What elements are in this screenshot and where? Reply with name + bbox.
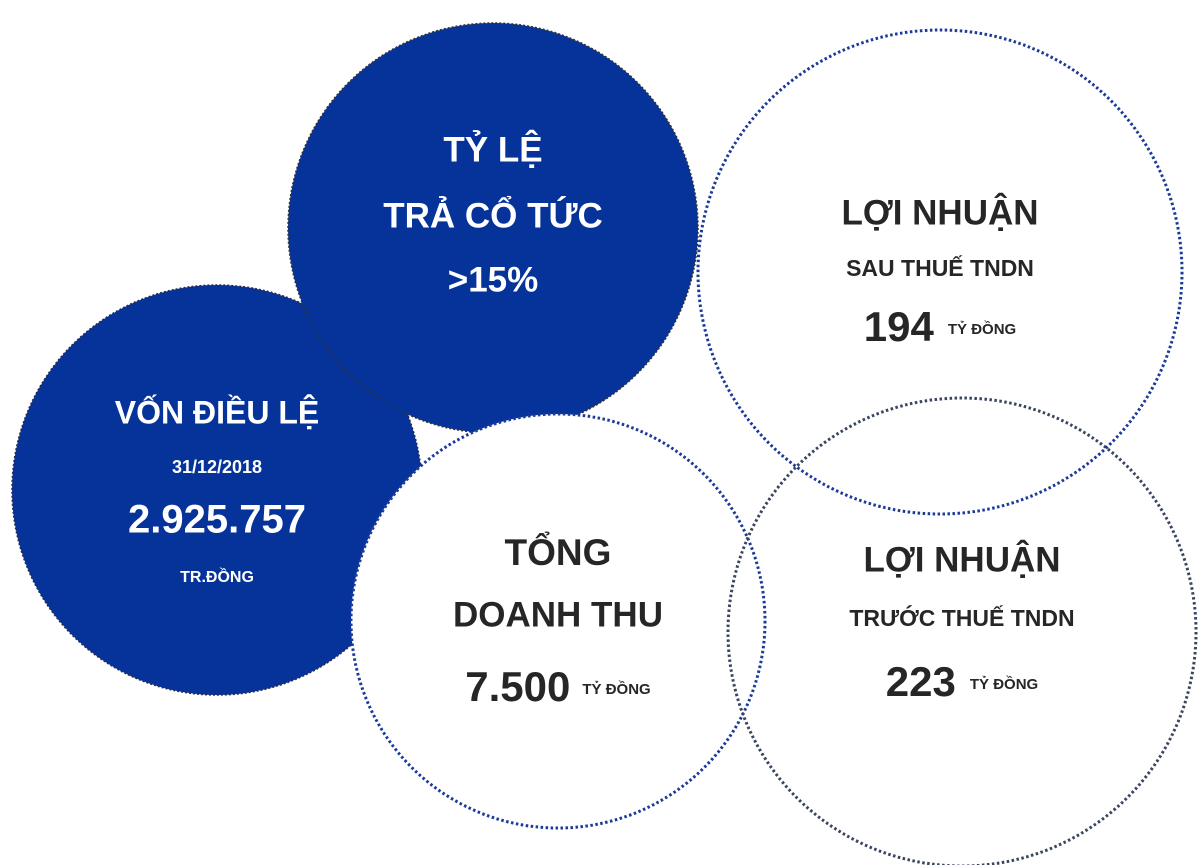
label: LỢI NHUẬN <box>863 539 1060 579</box>
value: 223 <box>886 658 956 705</box>
label: TỶ LỆ <box>443 129 542 169</box>
aftertax-circle <box>696 28 1184 516</box>
value: 7.500 <box>465 663 570 710</box>
label: LỢI NHUẬN <box>841 192 1038 232</box>
unit: TỶ ĐỒNG <box>948 320 1016 338</box>
label: TRẢ CỔ TỨC <box>383 195 603 235</box>
value: 2.925.757 <box>128 498 306 542</box>
value-line: 223 TỶ ĐỒNG <box>886 658 1038 705</box>
label: SAU THUẾ TNDN <box>846 254 1034 281</box>
label: 31/12/2018 <box>172 457 262 477</box>
value-line: 194 TỶ ĐỒNG <box>864 303 1016 350</box>
revenue-circle <box>349 412 767 830</box>
unit: TỶ ĐỒNG <box>970 675 1038 693</box>
label: TRƯỚC THUẾ TNDN <box>849 604 1074 631</box>
value: 194 <box>864 303 935 350</box>
label: TỔNG <box>505 530 612 573</box>
pretax-circle <box>726 396 1198 865</box>
value: >15% <box>448 260 539 299</box>
label: VỐN ĐIỀU LỆ <box>115 394 319 430</box>
unit: TỶ ĐỒNG <box>582 680 650 698</box>
label: DOANH THU <box>453 595 663 634</box>
value-line: 7.500 TỶ ĐỒNG <box>465 663 650 710</box>
unit: TR.ĐỒNG <box>180 567 254 586</box>
